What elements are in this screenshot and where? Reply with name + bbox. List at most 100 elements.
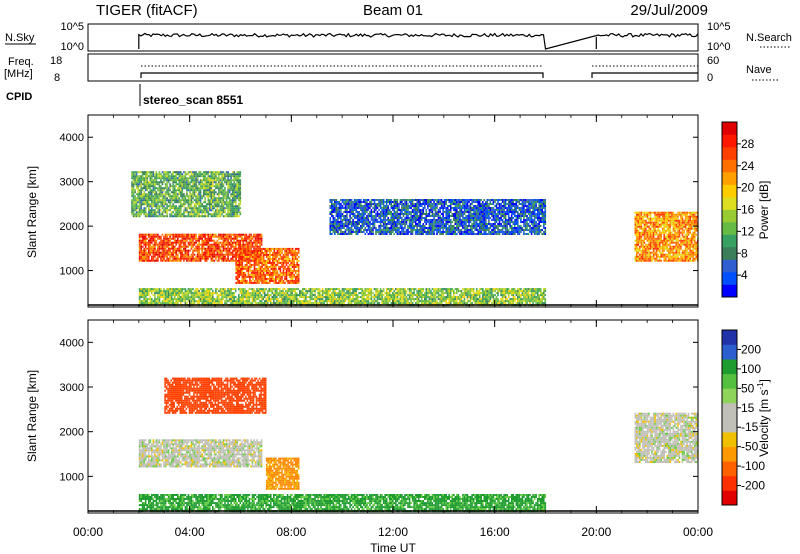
data-cell	[137, 187, 139, 190]
data-cell	[240, 265, 242, 268]
data-cell	[155, 187, 158, 190]
data-cell	[246, 257, 248, 260]
data-cell	[436, 288, 438, 291]
data-cell	[154, 237, 156, 240]
data-cell	[173, 237, 176, 240]
data-cell	[466, 288, 469, 291]
data-cell	[225, 195, 228, 198]
data-cell	[349, 290, 351, 293]
data-cell	[422, 288, 425, 291]
data-cell	[353, 298, 356, 301]
data-cell	[187, 179, 190, 182]
data-cell	[280, 294, 283, 297]
data-cell	[186, 209, 188, 212]
data-cell	[312, 288, 315, 291]
data-cell	[242, 233, 245, 236]
data-cell	[230, 181, 232, 184]
data-cell	[215, 191, 217, 194]
data-cell	[186, 298, 188, 301]
data-cell	[151, 205, 153, 208]
data-cell	[384, 292, 386, 295]
data-cell	[390, 298, 393, 301]
data-cell	[466, 300, 469, 303]
data-cell	[370, 290, 373, 293]
data-cell	[446, 288, 449, 291]
data-cell	[228, 251, 231, 254]
data-cell	[209, 253, 211, 256]
data-cell	[155, 193, 158, 196]
data-cell	[178, 189, 181, 192]
data-cell	[196, 239, 199, 242]
data-cell	[228, 241, 231, 244]
data-cell	[160, 290, 162, 293]
data-cell	[155, 239, 158, 242]
data-cell	[292, 296, 295, 299]
data-cell	[361, 296, 364, 299]
data-cell	[144, 249, 147, 252]
data-cell	[173, 197, 176, 200]
data-cell	[495, 292, 498, 295]
data-cell	[180, 175, 182, 178]
data-cell	[256, 239, 258, 242]
data-cell	[204, 290, 206, 293]
data-cell	[175, 292, 177, 295]
data-cell	[424, 302, 426, 305]
data-cell	[492, 290, 495, 293]
data-cell	[183, 175, 185, 178]
data-cell	[290, 281, 292, 284]
data-cell	[149, 241, 152, 244]
data-cell	[306, 300, 309, 303]
data-cell	[175, 249, 177, 252]
data-cell	[390, 288, 393, 291]
data-cell	[149, 233, 152, 236]
data-cell	[192, 193, 194, 196]
data-cell	[221, 241, 223, 244]
data-cell	[184, 296, 187, 299]
data-cell	[388, 290, 391, 293]
data-cell	[149, 173, 152, 176]
data-cell	[341, 302, 344, 305]
data-cell	[204, 187, 206, 190]
data-cell	[213, 173, 216, 176]
data-cell	[166, 239, 168, 242]
data-cell	[148, 259, 150, 262]
data-cell	[228, 292, 231, 295]
data-cell	[275, 263, 277, 266]
data-cell	[180, 235, 182, 238]
data-cell	[233, 201, 235, 204]
data-cell	[154, 259, 156, 262]
data-cell	[468, 288, 470, 291]
data-cell	[169, 241, 171, 244]
data-cell	[236, 300, 238, 303]
data-cell	[392, 288, 394, 291]
data-cell	[399, 292, 402, 295]
data-cell	[215, 205, 217, 208]
data-cell	[501, 300, 504, 303]
data-cell	[173, 213, 176, 216]
data-cell	[157, 187, 159, 190]
data-cell	[170, 288, 173, 291]
data-cell	[199, 300, 202, 303]
data-cell	[251, 298, 254, 301]
data-cell	[154, 177, 156, 180]
data-cell	[250, 253, 253, 256]
data-cell	[244, 253, 247, 256]
data-cell	[264, 253, 266, 256]
data-cell	[335, 300, 338, 303]
data-cell	[209, 175, 211, 178]
data-cell	[137, 215, 139, 218]
data-cell	[416, 294, 418, 297]
data-cell	[363, 296, 365, 299]
data-cell	[241, 253, 244, 256]
data-cell	[230, 195, 232, 198]
data-cell	[465, 294, 467, 297]
data-cell	[263, 296, 266, 299]
data-cell	[184, 199, 187, 202]
data-cell	[228, 235, 231, 238]
data-cell	[343, 296, 345, 299]
data-cell	[509, 302, 511, 305]
data-cell	[173, 205, 176, 208]
data-cell	[141, 209, 144, 212]
data-cell	[281, 257, 283, 260]
data-cell	[245, 243, 248, 246]
